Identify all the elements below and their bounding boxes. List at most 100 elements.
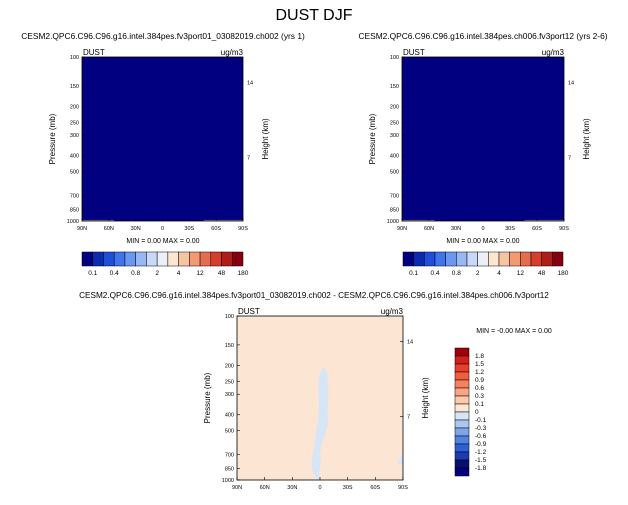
colorbar-box xyxy=(454,459,470,469)
colorbar-box xyxy=(454,387,470,397)
colorbar-label: 2 xyxy=(155,270,159,277)
colorbar-box xyxy=(454,363,470,373)
colorbar-label: 1.2 xyxy=(475,369,484,376)
y-right-axis-title: Height (km) xyxy=(582,118,591,160)
y-tick-label: 400 xyxy=(390,154,399,160)
colorbar-label: 0.8 xyxy=(131,270,140,277)
colorbar-label: 0 xyxy=(475,409,479,416)
colorbar-box xyxy=(189,251,201,267)
y-tick-label: 850 xyxy=(390,207,399,213)
colorbar-box xyxy=(530,251,542,267)
x-tick-label: 90N xyxy=(232,485,242,491)
panel-1: CESM2.QPC6.C96.C96.g16.intel.384pes.fv3p… xyxy=(21,31,305,245)
colorbar-label: 12 xyxy=(517,270,525,277)
colorbar-box xyxy=(124,251,136,267)
colorbar-box xyxy=(477,251,489,267)
colorbar-box xyxy=(113,251,126,267)
colorbar-label: 1.8 xyxy=(475,353,484,360)
y-tick-label: 500 xyxy=(70,170,79,176)
x-tick-label: 90S xyxy=(398,485,408,491)
panel-title: CESM2.QPC6.C96.C96.g16.intel.384pes.fv3p… xyxy=(21,31,305,41)
y-tick-label: 150 xyxy=(70,84,79,90)
y-tick-label: 200 xyxy=(390,104,399,110)
y-right-tick-label: 14 xyxy=(568,80,574,86)
y-tick-label: 700 xyxy=(70,194,79,200)
colorbar-label: 0.1 xyxy=(475,401,484,408)
colorbar-label: 0.1 xyxy=(409,270,418,277)
y-right-tick-label: 7 xyxy=(568,155,571,161)
y-tick-label: 400 xyxy=(70,154,79,160)
y-tick-label: 250 xyxy=(390,120,399,126)
y-tick-label: 100 xyxy=(390,55,399,61)
colorbar-box xyxy=(103,251,115,267)
colorbar-box xyxy=(178,251,190,267)
colorbar-box xyxy=(135,251,147,267)
colorbar-box xyxy=(413,251,425,267)
colorbar-box xyxy=(210,251,222,267)
colorbar-label: -0.9 xyxy=(475,441,487,448)
x-tick-label: 90N xyxy=(397,226,407,232)
panel-title: CESM2.QPC6.C96.C96.g16.intel.384pes.fv3p… xyxy=(79,291,549,300)
colorbar-label: -0.1 xyxy=(475,417,487,424)
colorbar-label: -1.5 xyxy=(475,457,487,464)
colorbar-label: 4 xyxy=(177,270,181,277)
x-tick-label: 30N xyxy=(451,226,461,232)
min-max-stats: MIN = -0.00 MAX = 0.00 xyxy=(476,328,552,335)
panel-title: CESM2.QPC6.C96.C96.g16.intel.384pes.ch00… xyxy=(358,31,607,41)
colorbar-box xyxy=(402,251,414,267)
colorbar-label: 0.4 xyxy=(110,270,119,277)
surface-mask xyxy=(402,219,435,221)
y-right-tick-label: 14 xyxy=(407,339,413,345)
x-tick-label: 60N xyxy=(260,485,270,491)
y-tick-label: 700 xyxy=(390,194,399,200)
min-max-stats: MIN = 0.00 MAX = 0.00 xyxy=(126,238,199,245)
negative-contour-region xyxy=(397,453,403,465)
colorbar-box xyxy=(424,251,436,267)
right-string: ug/m3 xyxy=(221,48,244,57)
colorbar-label: 2 xyxy=(476,270,480,277)
colorbar-label: 48 xyxy=(538,270,546,277)
colorbar-box xyxy=(488,251,500,267)
panel-3: CESM2.QPC6.C96.C96.g16.intel.384pes.fv3p… xyxy=(79,291,552,491)
plot-area xyxy=(402,57,564,221)
colorbar-label: 4 xyxy=(497,270,501,277)
y-axis-title: Pressure (mb) xyxy=(48,113,57,164)
colorbar-box xyxy=(454,419,470,429)
colorbar-box xyxy=(454,435,470,445)
x-tick-label: 90S xyxy=(559,226,569,232)
x-tick-label: 60N xyxy=(104,226,114,232)
colorbar-box xyxy=(81,251,93,267)
x-tick-label: 60S xyxy=(532,226,542,232)
x-tick-label: 30S xyxy=(184,226,194,232)
y-tick-label: 200 xyxy=(225,363,234,369)
colorbar-label: 0.3 xyxy=(475,393,484,400)
colorbar-box xyxy=(434,251,446,267)
colorbar-label: 180 xyxy=(238,270,249,277)
y-right-tick-label: 7 xyxy=(247,155,250,161)
y-tick-label: 1000 xyxy=(67,219,79,225)
colorbar-box xyxy=(466,251,478,267)
x-tick-label: 0 xyxy=(161,226,164,232)
y-tick-label: 400 xyxy=(225,413,234,419)
colorbar-box xyxy=(454,371,470,381)
right-string: ug/m3 xyxy=(542,48,565,57)
colorbar-box xyxy=(509,251,521,267)
colorbar-box xyxy=(146,251,158,267)
x-tick-label: 30S xyxy=(505,226,515,232)
y-tick-label: 250 xyxy=(225,379,234,385)
colorbar-label: 0.1 xyxy=(88,270,97,277)
plot-area xyxy=(237,316,403,480)
y-axis-title: Pressure (mb) xyxy=(368,113,377,164)
y-tick-label: 700 xyxy=(225,453,234,459)
colorbar-box xyxy=(221,251,233,267)
y-tick-label: 500 xyxy=(225,429,234,435)
colorbar-label: -0.6 xyxy=(475,433,487,440)
plot-area xyxy=(82,57,243,221)
colorbar-label: 0.8 xyxy=(452,270,461,277)
colorbar-label: -0.3 xyxy=(475,425,487,432)
colorbar-label: 1.5 xyxy=(475,361,484,368)
y-tick-label: 300 xyxy=(70,133,79,139)
surface-mask xyxy=(203,219,243,221)
y-tick-label: 300 xyxy=(390,133,399,139)
